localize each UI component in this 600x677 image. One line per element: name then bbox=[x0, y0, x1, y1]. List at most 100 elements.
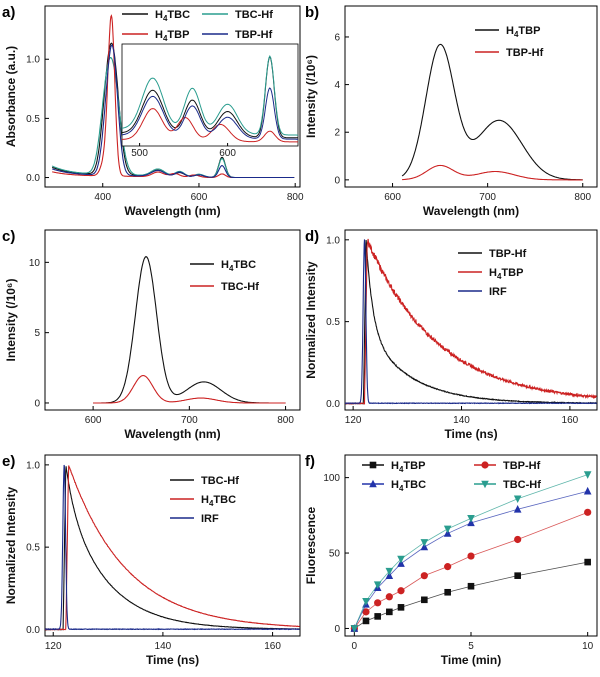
inset-chart: 500 600 bbox=[121, 43, 299, 159]
data-point-TBP-Hf bbox=[514, 535, 522, 544]
y-tick-label: 0 bbox=[334, 175, 340, 186]
data-point-TBP-Hf bbox=[420, 572, 428, 580]
series-line-TBC-Hf bbox=[93, 374, 286, 404]
x-axis-label: Wavelength (nm) bbox=[124, 427, 220, 441]
legend-label-H4TBC: H4TBC bbox=[155, 9, 190, 23]
data-point-TBP-Hf bbox=[584, 508, 592, 516]
series-line-TBP-Hf bbox=[402, 164, 583, 181]
plot-area bbox=[45, 464, 300, 631]
y-tick-label: 0 bbox=[34, 398, 40, 409]
data-point-H4TBP bbox=[584, 558, 591, 566]
plot-frame bbox=[44, 454, 301, 637]
plot-area bbox=[93, 255, 286, 404]
y-axis-label: Normalized Intensity bbox=[304, 261, 318, 379]
plot-area bbox=[51, 14, 295, 179]
y-axis-label: Fluorescence bbox=[304, 506, 318, 584]
panel-label: d) bbox=[305, 228, 319, 245]
x-tick-label: 0 bbox=[352, 641, 358, 652]
legend-label-H4TBP: H4TBP bbox=[489, 267, 523, 281]
legend-label-H4TBP: H4TBP bbox=[391, 460, 425, 474]
data-point-TBC-Hf bbox=[397, 555, 405, 564]
legend-marker-H4TBP bbox=[369, 461, 377, 469]
x-tick-label: 800 bbox=[287, 192, 304, 203]
inset-x-tick-label: 500 bbox=[131, 148, 148, 159]
y-axis-label: Intensity (/10⁶) bbox=[4, 279, 18, 362]
plot-frame bbox=[44, 5, 301, 188]
y-tick-label: 0.0 bbox=[26, 625, 40, 636]
y-tick-label: 4 bbox=[334, 80, 340, 91]
data-point-H4TBP bbox=[514, 572, 521, 579]
legend-label-TBP-Hf: TBP-Hf bbox=[235, 29, 273, 41]
data-point-TBC-Hf bbox=[513, 495, 522, 504]
panel-label: c) bbox=[2, 228, 15, 245]
data-point-H4TBC bbox=[513, 505, 522, 513]
series-line-H4TBC bbox=[45, 465, 300, 631]
legend-marker-TBC-Hf bbox=[481, 480, 489, 489]
series-line-TBP-Hf bbox=[51, 44, 295, 179]
series-line-H4TBP bbox=[345, 238, 597, 406]
chart-panel-4: 120 140 160 0.0 0.5 1.0 Time (ns) Normalized In… bbox=[304, 228, 598, 441]
data-point-H4TBP bbox=[362, 617, 370, 625]
y-tick-label: 5 bbox=[34, 328, 40, 339]
data-point-TBC-Hf bbox=[373, 581, 382, 590]
panel-label: a) bbox=[2, 4, 15, 21]
panel-label: b) bbox=[305, 4, 319, 21]
x-tick-label: 800 bbox=[277, 415, 294, 426]
plot-frame bbox=[344, 454, 598, 637]
series-line-TBP-Hf bbox=[345, 239, 597, 405]
x-tick-label: 5 bbox=[468, 641, 474, 652]
y-tick-label: 1.0 bbox=[26, 55, 40, 66]
series-line-H4TBP bbox=[354, 561, 588, 629]
series-line-TBP-Hf bbox=[354, 511, 588, 629]
y-tick-label: 1.0 bbox=[26, 460, 40, 471]
legend-label-IRF: IRF bbox=[201, 513, 219, 525]
plot-frame bbox=[44, 229, 301, 411]
x-tick-label: 140 bbox=[453, 415, 470, 426]
x-tick-label: 400 bbox=[94, 192, 111, 203]
data-point-TBP-Hf bbox=[385, 593, 393, 601]
x-tick-label: 120 bbox=[345, 415, 362, 426]
legend-marker-TBP-Hf bbox=[481, 461, 489, 469]
legend-label-H4TBC: H4TBC bbox=[201, 494, 236, 508]
legend-label-IRF: IRF bbox=[489, 286, 507, 298]
inset-frame bbox=[121, 43, 299, 147]
series-line-H4TBP bbox=[401, 43, 583, 181]
legend-label-H4TBP: H4TBP bbox=[506, 25, 540, 39]
inset-series-line-H4TBP bbox=[122, 108, 298, 143]
x-tick-label: 800 bbox=[574, 192, 591, 203]
panel-label: e) bbox=[2, 453, 15, 470]
x-tick-label: 600 bbox=[384, 192, 401, 203]
x-axis-label: Time (min) bbox=[441, 653, 501, 667]
y-tick-label: 0.0 bbox=[326, 399, 340, 410]
data-point-H4TBP bbox=[467, 582, 475, 590]
y-axis-label: Normalized Intensity bbox=[4, 486, 18, 604]
data-point-TBC-Hf bbox=[583, 471, 592, 479]
y-tick-label: 0.0 bbox=[26, 173, 40, 184]
data-point-TBP-Hf bbox=[374, 599, 382, 607]
inset-series-line-TBP-Hf bbox=[122, 87, 298, 140]
legend-marker-H4TBC bbox=[369, 479, 377, 488]
x-tick-label: 140 bbox=[155, 641, 172, 652]
data-point-H4TBP bbox=[444, 588, 451, 596]
legend-label-TBP-Hf: TBP-Hf bbox=[489, 248, 527, 260]
data-point-H4TBC bbox=[583, 486, 592, 495]
chart-panel-5: 120 140 160 0.0 0.5 1.0 Time (ns) Normalized In… bbox=[2, 453, 301, 667]
data-point-H4TBP bbox=[397, 604, 405, 611]
x-tick-label: 600 bbox=[191, 192, 208, 203]
y-tick-label: 1.0 bbox=[326, 235, 340, 246]
chart-panel-1: 400 600 800 0.0 0.5 1.0 Wavelength (nm) Absorba… bbox=[2, 4, 304, 218]
y-tick-label: 0.5 bbox=[326, 317, 340, 328]
series-line-IRF bbox=[345, 239, 597, 405]
data-point-TBP-Hf bbox=[397, 587, 405, 595]
data-point-TBC-Hf bbox=[362, 598, 370, 606]
data-point-TBC-Hf bbox=[467, 515, 475, 523]
x-tick-label: 700 bbox=[479, 192, 496, 203]
inset-x-tick-label: 600 bbox=[219, 148, 236, 159]
plot-frame bbox=[344, 5, 598, 188]
legend-label-TBC-Hf: TBC-Hf bbox=[201, 475, 239, 487]
x-tick-label: 160 bbox=[562, 415, 579, 426]
data-point-TBP-Hf bbox=[467, 552, 475, 560]
x-tick-label: 600 bbox=[85, 415, 102, 426]
data-point-TBC-Hf bbox=[420, 539, 429, 547]
